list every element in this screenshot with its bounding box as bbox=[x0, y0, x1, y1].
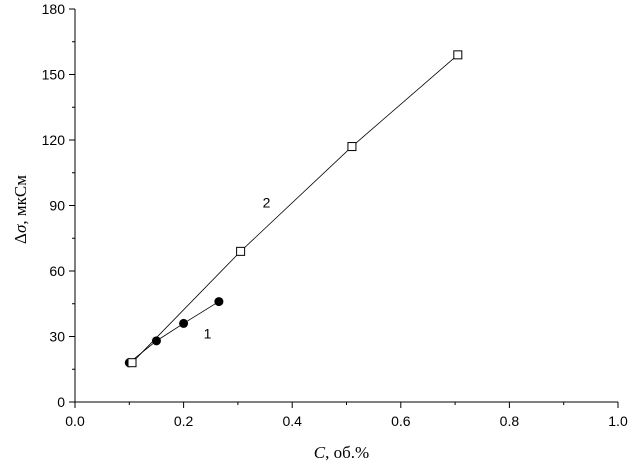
x-axis-ticks: 0.0 0.2 0.4 0.6 0.8 1.0 bbox=[65, 402, 628, 429]
x-tick-label: 0.0 bbox=[65, 413, 85, 429]
y-axis-label-delta: Δ bbox=[11, 233, 30, 244]
y-tick-label: 180 bbox=[42, 1, 66, 17]
x-axis-label: C, об.% bbox=[314, 443, 369, 462]
series-points bbox=[124, 50, 463, 368]
series-2-label: 2 bbox=[263, 194, 271, 210]
x-tick-label: 0.6 bbox=[391, 413, 411, 429]
x-axis-label-unit: , об.% bbox=[325, 443, 369, 462]
series-2-line bbox=[131, 54, 459, 363]
series-lines bbox=[129, 54, 459, 364]
y-axis-label: Δσ, мкСм bbox=[11, 175, 30, 244]
x-tick-label: 1.0 bbox=[608, 413, 628, 429]
y-tick-label: 120 bbox=[42, 132, 66, 148]
y-tick-label: 90 bbox=[49, 198, 65, 214]
series-2-point bbox=[347, 142, 357, 152]
series-1-label: 1 bbox=[204, 325, 212, 341]
series-1-point bbox=[214, 297, 224, 307]
x-tick-label: 0.2 bbox=[174, 413, 194, 429]
series-1-point bbox=[179, 318, 189, 328]
y-axis-label-unit: , мкСм bbox=[11, 175, 30, 225]
x-axis-label-var: C bbox=[314, 443, 326, 462]
x-tick-label: 0.4 bbox=[282, 413, 302, 429]
y-tick-label: 150 bbox=[42, 67, 66, 83]
series-2-point bbox=[236, 246, 246, 256]
y-tick-label: 60 bbox=[49, 263, 65, 279]
series-2-point bbox=[127, 358, 137, 368]
series-2-point bbox=[453, 50, 463, 60]
y-axis-label-var: σ bbox=[11, 224, 30, 233]
y-axis-ticks: 0 30 60 90 120 150 180 bbox=[42, 1, 75, 410]
x-tick-label: 0.8 bbox=[500, 413, 520, 429]
series-labels: 12 bbox=[204, 194, 271, 341]
y-tick-label: 0 bbox=[57, 394, 65, 410]
y-tick-label: 30 bbox=[49, 329, 65, 345]
series-1-point bbox=[151, 336, 161, 346]
